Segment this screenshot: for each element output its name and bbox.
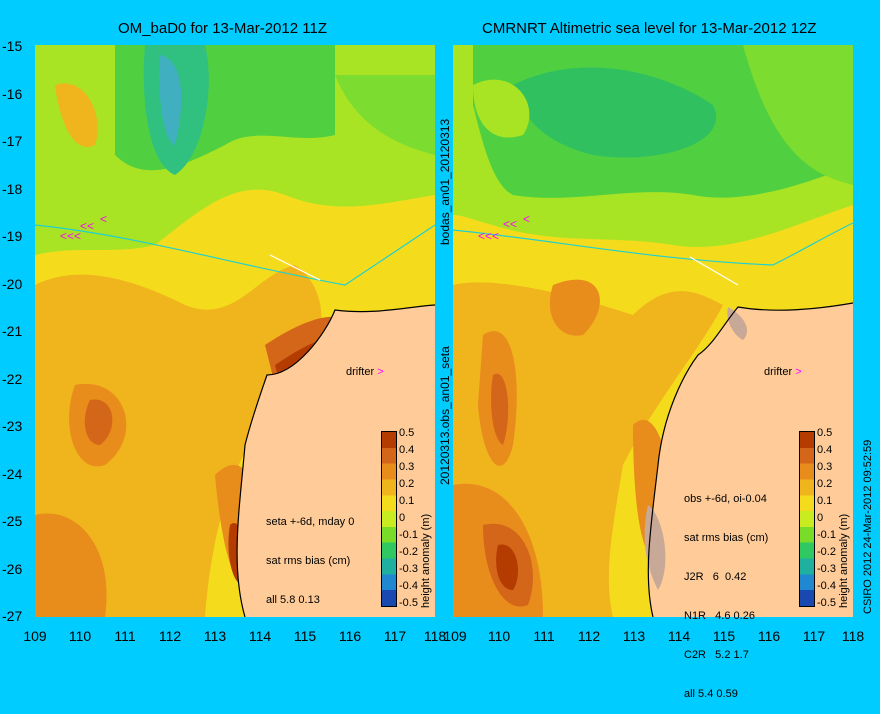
y-tick: -17 [2, 133, 23, 149]
stat-line: sat rms bias (cm) [684, 532, 769, 544]
drifter-arrow-icon: > [377, 366, 384, 378]
x-tick: 115 [712, 628, 736, 644]
x-tick: 115 [293, 628, 317, 644]
y-tick: -24 [2, 466, 23, 482]
left-map: <<< << < [35, 45, 435, 617]
colorbar-tick: -0.3 [399, 563, 418, 575]
left-map-panel: <<< << < [35, 45, 435, 617]
x-tick: 112 [158, 628, 182, 644]
stat-line: seta +-6d, mday 0 [266, 516, 355, 528]
colorbar-tick: 0.1 [817, 495, 833, 507]
x-tick: 118 [423, 628, 447, 644]
y-tick: -23 [2, 418, 23, 434]
colorbar-tick: 0.3 [399, 461, 415, 473]
stat-line: N1R 4.6 0.26 [684, 610, 755, 622]
colorbar-tick: -0.3 [817, 563, 836, 575]
colorbar-tick: -0.2 [399, 546, 418, 558]
svg-text:<<: << [503, 217, 517, 231]
y-tick: -26 [2, 561, 23, 577]
colorbar-tick: 0.3 [817, 461, 833, 473]
colorbar-gradient [381, 431, 397, 607]
stat-line: all 5.4 0.59 [684, 688, 738, 700]
colorbar-label: height anomaly (m) [420, 513, 432, 608]
colorbar-tick: -0.1 [399, 529, 418, 541]
y-tick: -25 [2, 513, 23, 529]
left-drifter-arrows: <<< << < [60, 212, 107, 243]
x-tick: 112 [577, 628, 601, 644]
right-drifter-arrows: <<< << < [478, 212, 530, 243]
colorbar-label: height anomaly (m) [838, 513, 850, 608]
svg-text:<: < [523, 212, 530, 226]
y-tick: -21 [2, 323, 23, 339]
y-tick: -27 [2, 608, 23, 624]
colorbar-tick: -0.4 [817, 580, 836, 592]
right-map-title: CMRNRT Altimetric sea level for 13-Mar-2… [482, 20, 817, 37]
x-tick: 109 [23, 628, 47, 644]
x-tick: 117 [383, 628, 407, 644]
x-tick: 113 [203, 628, 227, 644]
x-tick: 114 [248, 628, 272, 644]
x-tick: 113 [622, 628, 646, 644]
svg-text:<<: << [80, 219, 94, 233]
right-map: <<< << < [453, 45, 853, 617]
stat-line: all 5.8 0.13 [266, 594, 320, 606]
colorbar-tick: 0.5 [399, 427, 415, 439]
y-tick: -18 [2, 181, 23, 197]
stat-line: obs +-6d, oi-0.04 [684, 493, 767, 505]
colorbar-tick: -0.5 [399, 597, 418, 609]
y-tick: -19 [2, 228, 23, 244]
right-map-panel: <<< << < [453, 45, 853, 617]
x-tick: 116 [338, 628, 362, 644]
y-tick: -22 [2, 371, 23, 387]
drifter-arrow-icon: > [795, 366, 802, 378]
colorbar-gradient [799, 431, 815, 607]
colorbar-tick: 0.2 [399, 478, 415, 490]
colorbar-tick: 0.4 [817, 444, 833, 456]
x-tick: 109 [443, 628, 467, 644]
x-tick: 111 [533, 628, 555, 644]
colorbar-tick: -0.1 [817, 529, 836, 541]
x-tick: 114 [667, 628, 691, 644]
colorbar-tick: -0.5 [817, 597, 836, 609]
x-tick: 118 [841, 628, 865, 644]
left-drifter-label: drifter > [346, 366, 384, 378]
colorbar-tick: 0.5 [817, 427, 833, 439]
run-label-top: bodas_an01_20120313 [438, 118, 452, 245]
left-stats: seta +-6d, mday 0 sat rms bias (cm) all … [266, 490, 354, 620]
x-tick: 110 [68, 628, 92, 644]
colorbar-tick: -0.4 [399, 580, 418, 592]
colorbar-tick: -0.2 [817, 546, 836, 558]
credit-text: CSIRO 2012 24-Mar-2012 09:52:59 [862, 439, 874, 614]
colorbar-tick: 0.4 [399, 444, 415, 456]
x-tick: 117 [802, 628, 826, 644]
colorbar-tick: 0 [399, 512, 406, 524]
run-label-bottom: 20120313.obs_an01_seta [438, 346, 452, 485]
y-tick: -20 [2, 276, 23, 292]
right-stats: obs +-6d, oi-0.04 sat rms bias (cm) J2R … [684, 467, 768, 714]
x-tick: 116 [757, 628, 781, 644]
colorbar-tick: 0.2 [817, 478, 833, 490]
drifter-text: drifter [764, 366, 793, 378]
colorbar-tick: 0.1 [399, 495, 415, 507]
y-tick: -15 [2, 38, 23, 54]
stat-line: sat rms bias (cm) [266, 555, 351, 567]
svg-text:<<<: <<< [478, 229, 499, 243]
drifter-text: drifter [346, 366, 375, 378]
stat-line: C2R 5.2 1.7 [684, 649, 749, 661]
colorbar-tick: 0 [817, 512, 824, 524]
x-tick: 110 [487, 628, 511, 644]
x-tick: 111 [114, 628, 136, 644]
stat-line: J2R 6 0.42 [684, 571, 747, 583]
left-map-title: OM_baD0 for 13-Mar-2012 11Z [118, 20, 327, 37]
right-drifter-label: drifter > [764, 366, 802, 378]
y-tick: -16 [2, 86, 23, 102]
svg-text:<<<: <<< [60, 229, 81, 243]
svg-text:<: < [100, 212, 107, 226]
